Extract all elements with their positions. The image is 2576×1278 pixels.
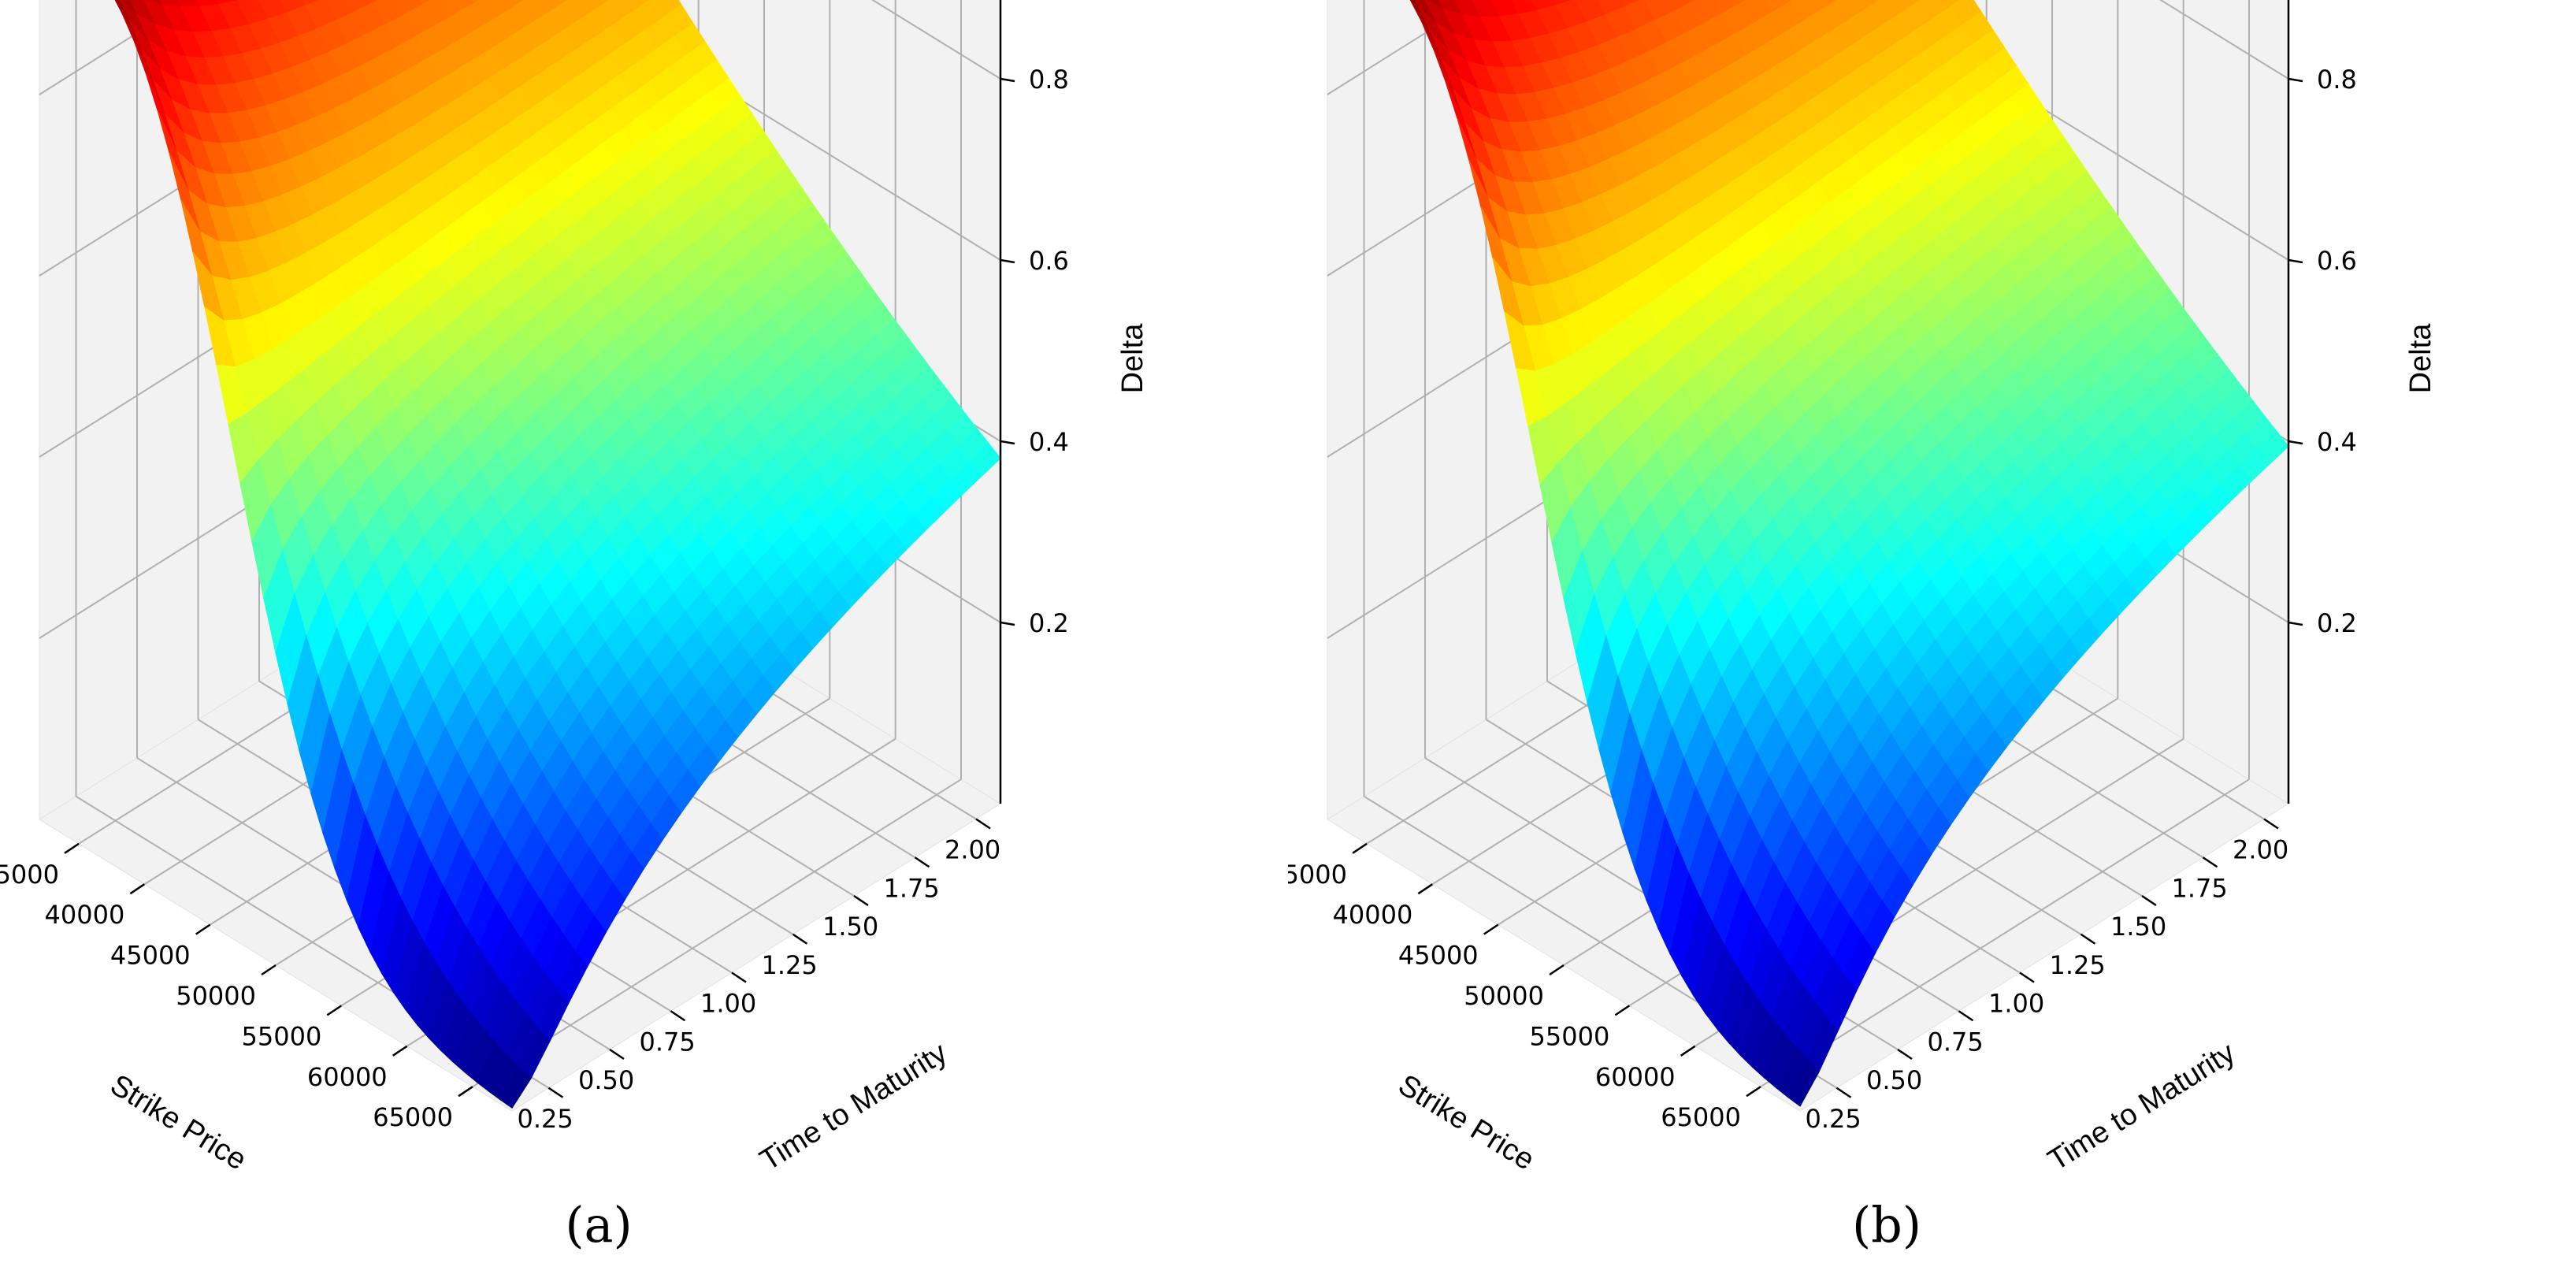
x-tick-label: 45000: [110, 941, 191, 971]
x-tick-label: 35000: [0, 860, 59, 890]
chart-panel-a: 350004000045000500005500060000650000.250…: [0, 0, 1149, 1254]
surface-facet: [499, 1066, 532, 1109]
panel-caption: (b): [1852, 1196, 1921, 1254]
y-tick-mark: [1897, 1048, 1913, 1061]
gridline-z-left: [1327, 0, 1479, 95]
y-tick-label: 1.50: [2110, 912, 2166, 942]
y-tick-mark: [853, 894, 869, 907]
x-tick-mark: [458, 1086, 473, 1098]
gridline-z-right: [2158, 0, 2289, 80]
x-tick-label: 65000: [373, 1102, 453, 1132]
y-tick-label: 1.75: [2172, 873, 2228, 903]
y-tick-mark: [1958, 1010, 1974, 1022]
z-tick-label: 0.2: [2317, 608, 2357, 638]
y-tick-mark: [2019, 972, 2035, 983]
gridline-x-floor: [472, 778, 962, 1088]
y-tick-label: 1.25: [2050, 950, 2106, 980]
surface-facet: [1787, 1059, 1820, 1107]
panel-caption: (a): [565, 1196, 632, 1254]
x-tick-label: 50000: [1464, 981, 1544, 1011]
z-tick-mark: [2288, 258, 2303, 264]
z-tick-mark: [1000, 77, 1015, 83]
x-axis-title: Strike Price: [1393, 1068, 1540, 1177]
x-tick-mark: [195, 923, 211, 935]
x-tick-mark: [1549, 964, 1565, 976]
y-tick-label: 2.00: [2233, 835, 2288, 865]
z-tick-mark: [1000, 621, 1015, 626]
x-tick-mark: [1483, 923, 1499, 935]
y-tick-mark: [547, 1087, 564, 1098]
x-tick-label: 35000: [1288, 860, 1347, 890]
y-tick-mark: [670, 1010, 686, 1022]
y-tick-mark: [609, 1048, 625, 1061]
y-tick-mark: [2202, 856, 2218, 868]
x-tick-label: 50000: [176, 981, 256, 1011]
gridline-x-floor: [1760, 778, 2250, 1088]
x-tick-mark: [1680, 1045, 1696, 1057]
z-tick-label: 0.4: [2317, 427, 2357, 457]
y-axis-title: Time to Maturity: [755, 1036, 953, 1177]
z-tick-label: 0.6: [2317, 246, 2357, 276]
chart-panel-b: 350004000045000500005500060000650000.250…: [1288, 0, 2576, 1278]
y-tick-label: 0.50: [1866, 1065, 1922, 1095]
y-tick-mark: [914, 856, 930, 868]
y-tick-label: 0.25: [1806, 1104, 1861, 1134]
y-tick-label: 0.25: [518, 1104, 573, 1134]
y-tick-label: 0.50: [578, 1065, 634, 1095]
z-tick-label: 0.6: [1029, 246, 1069, 276]
y-tick-label: 2.00: [945, 835, 1000, 865]
y-tick-mark: [975, 818, 991, 830]
x-tick-mark: [64, 842, 80, 854]
x-tick-mark: [261, 964, 277, 976]
surface-plot-b: 350004000045000500005500060000650000.250…: [1288, 0, 2437, 1254]
z-tick-label: 0.8: [2317, 65, 2357, 95]
x-tick-label: 55000: [242, 1021, 322, 1051]
z-tick-label: 0.2: [1029, 608, 1069, 638]
x-tick-mark: [1417, 883, 1434, 895]
z-tick-label: 0.8: [1029, 65, 1069, 95]
x-tick-mark: [1746, 1086, 1761, 1098]
z-tick-mark: [1000, 258, 1015, 264]
x-tick-label: 45000: [1398, 941, 1479, 971]
x-tick-label: 55000: [1530, 1021, 1610, 1051]
x-tick-mark: [1614, 1005, 1631, 1016]
y-tick-label: 1.50: [822, 912, 878, 942]
z-axis-title: Delta: [1116, 323, 1149, 394]
z-tick-mark: [2288, 621, 2303, 626]
surface-b: [1409, 0, 2289, 1107]
x-tick-label: 60000: [307, 1062, 388, 1092]
z-tick-label: 0.4: [1029, 427, 1069, 457]
x-tick-label: 40000: [1333, 900, 1413, 930]
x-tick-mark: [129, 883, 146, 895]
y-tick-label: 0.75: [1928, 1027, 1984, 1057]
y-tick-label: 1.75: [884, 873, 940, 903]
z-tick-mark: [2288, 77, 2303, 83]
y-tick-mark: [731, 972, 747, 983]
gridline-z-right: [870, 0, 1001, 80]
surface-plot-a: 350004000045000500005500060000650000.250…: [0, 0, 1149, 1254]
x-tick-mark: [326, 1005, 343, 1016]
y-tick-label: 1.00: [700, 989, 756, 1019]
x-axis-title: Strike Price: [105, 1068, 252, 1177]
y-tick-label: 1.25: [762, 950, 818, 980]
y-tick-mark: [1835, 1087, 1852, 1098]
z-tick-mark: [1000, 440, 1015, 445]
y-axis-title: Time to Maturity: [2043, 1036, 2241, 1177]
x-tick-label: 60000: [1595, 1062, 1676, 1092]
surface-a: [114, 0, 1001, 1109]
y-tick-mark: [2141, 894, 2157, 907]
x-tick-label: 65000: [1661, 1102, 1741, 1132]
x-tick-label: 40000: [45, 900, 125, 930]
y-tick-mark: [2080, 933, 2096, 945]
x-tick-mark: [1352, 842, 1368, 854]
y-tick-label: 0.75: [640, 1027, 696, 1057]
gridline-z-left: [39, 0, 191, 95]
y-tick-mark: [792, 933, 808, 945]
z-tick-mark: [2288, 440, 2303, 445]
z-axis-title: Delta: [2404, 323, 2437, 394]
x-tick-mark: [392, 1045, 408, 1057]
y-tick-mark: [2263, 818, 2279, 830]
y-tick-label: 1.00: [1988, 989, 2044, 1019]
